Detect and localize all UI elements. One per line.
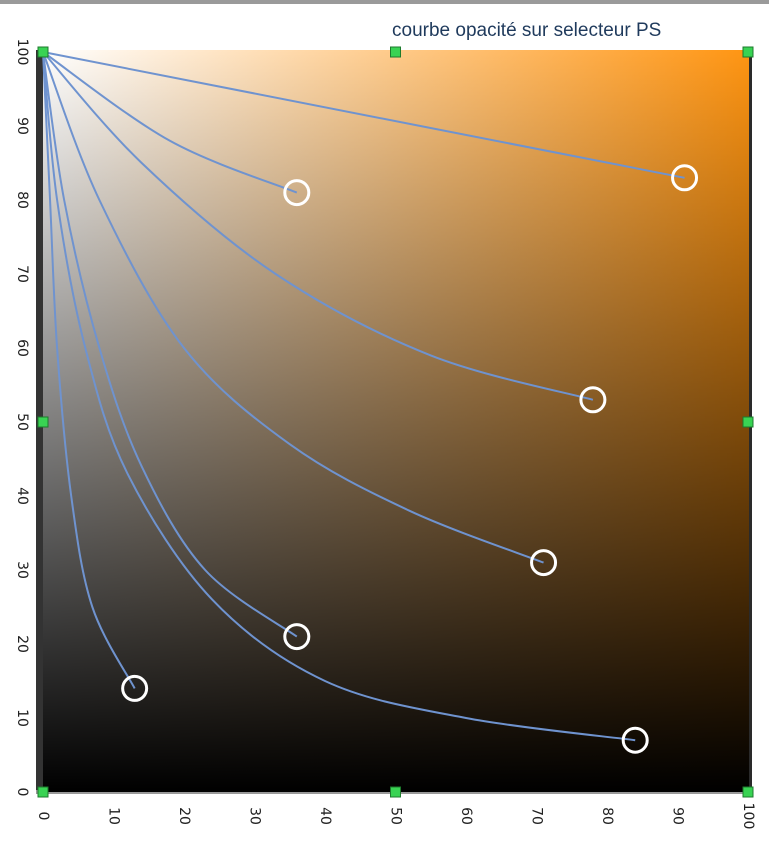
y-tick-labels: 0 10 20 30 40 50 60 70 80 90 100 <box>14 39 30 797</box>
y-tick-label: 50 <box>14 413 30 431</box>
y-tick-label: 40 <box>14 487 30 505</box>
curve-1 <box>42 51 685 179</box>
x-tick-label: 50 <box>388 807 404 825</box>
curve-end-marker-6[interactable] <box>621 726 649 754</box>
curve-2 <box>42 51 298 194</box>
chart-title: courbe opacité sur selecteur PS <box>392 20 662 41</box>
x-tick-label: 40 <box>317 807 333 825</box>
plot-darkening <box>43 50 749 792</box>
resize-handle-4[interactable] <box>37 416 49 428</box>
y-tick-label: 10 <box>14 709 30 727</box>
x-tick-labels: 0 10 20 30 40 50 60 70 80 90 100 <box>35 803 756 830</box>
curve-end-marker-7[interactable] <box>121 674 149 702</box>
resize-handle-1[interactable] <box>37 46 49 58</box>
curve-7 <box>42 51 136 689</box>
y-tick-label: 20 <box>14 635 30 653</box>
curve-4 <box>42 51 544 564</box>
y-tick-label: 100 <box>14 39 30 66</box>
curve-end-marker-3[interactable] <box>579 386 607 414</box>
x-tick-label: 100 <box>740 803 756 830</box>
resize-handle-5[interactable] <box>742 416 754 428</box>
y-tick-label: 60 <box>14 339 30 357</box>
y-tick-label: 80 <box>14 191 30 209</box>
x-tick-label: 30 <box>247 807 263 825</box>
selection-handles <box>37 46 754 798</box>
curve-end-marker-1[interactable] <box>671 164 699 192</box>
curves <box>42 51 685 742</box>
x-tick-label: 0 <box>35 812 51 821</box>
top-border <box>0 0 769 4</box>
curve-6 <box>42 51 636 742</box>
resize-handle-8[interactable] <box>742 786 754 798</box>
y-tick-label: 70 <box>14 265 30 283</box>
curve-end-marker-2[interactable] <box>283 179 311 207</box>
x-tick-label: 90 <box>670 807 686 825</box>
x-tick-label: 80 <box>599 807 615 825</box>
y-tick-label: 30 <box>14 561 30 579</box>
x-tick-label: 60 <box>458 807 474 825</box>
resize-handle-3[interactable] <box>742 46 754 58</box>
curve-end-marker-5[interactable] <box>283 623 311 651</box>
x-tick-label: 20 <box>176 807 192 825</box>
y-tick-label: 90 <box>14 117 30 135</box>
curve-3 <box>42 51 594 401</box>
curve-5 <box>42 51 298 638</box>
end-markers <box>121 164 699 754</box>
resize-handle-7[interactable] <box>390 786 401 798</box>
y-tick-label: 0 <box>14 788 30 797</box>
curve-end-marker-4[interactable] <box>530 549 558 577</box>
resize-handle-6[interactable] <box>37 786 49 798</box>
resize-handle-2[interactable] <box>390 46 401 58</box>
x-tick-label: 70 <box>529 807 545 825</box>
x-tick-label: 10 <box>106 807 122 825</box>
